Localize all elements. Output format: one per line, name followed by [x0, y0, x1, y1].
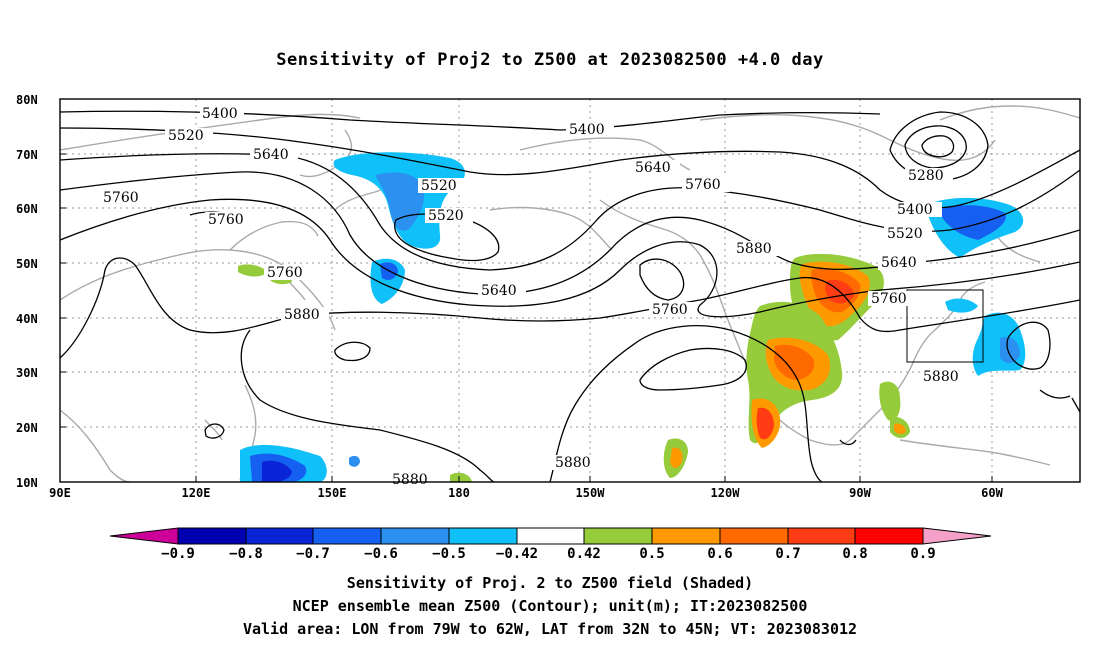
colorbar-swatch [312, 527, 382, 545]
lon-label: 150W [576, 486, 606, 500]
colorbar-label: −0.7 [296, 546, 330, 562]
colorbar-label: 0.6 [707, 546, 732, 562]
lat-label: 70N [16, 148, 38, 162]
contour-label: 5760 [267, 265, 303, 281]
lon-label: 60W [981, 486, 1003, 500]
lon-label: 90W [849, 486, 871, 500]
lat-label: 60N [16, 202, 38, 216]
latitude-labels: 80N 70N 60N 50N 40N 30N 20N 10N [16, 93, 38, 490]
footer-line-valid-area: Valid area: LON from 79W to 62W, LAT fro… [242, 620, 858, 638]
contour-label: 5880 [923, 369, 959, 385]
contour-label: 5640 [253, 147, 289, 163]
colorbar-swatch [854, 527, 924, 545]
lon-label: 180 [448, 486, 470, 500]
contour-labels: 5400 5520 5640 5760 5760 5520 5520 5760 … [100, 106, 968, 488]
contour-label: 5640 [635, 160, 671, 176]
contour-label: 5760 [652, 302, 688, 318]
colorbar-label: −0.8 [229, 546, 263, 562]
contour-label: 5400 [897, 202, 933, 218]
contour-label: 5640 [881, 255, 917, 271]
colorbar: −0.9 −0.8 −0.7 −0.6 −0.5 −0.42 0.42 0.5 … [109, 527, 992, 562]
colorbar-label: 0.9 [910, 546, 935, 562]
colorbar-swatch [583, 527, 653, 545]
colorbar-label: 0.42 [567, 546, 601, 562]
footer-line-contour: NCEP ensemble mean Z500 (Contour); unit(… [292, 597, 808, 615]
contour-label: 5880 [555, 455, 591, 471]
contour-label: 5880 [392, 472, 428, 488]
footer-line-shading: Sensitivity of Proj. 2 to Z500 field (Sh… [346, 574, 754, 592]
contour-label: 5520 [428, 208, 464, 224]
lat-label: 80N [16, 93, 38, 107]
contour-label: 5880 [284, 307, 320, 323]
contour-label: 5520 [887, 226, 923, 242]
colorbar-arrow-right [922, 527, 992, 545]
contour-label: 5760 [871, 291, 907, 307]
contour-label: 5520 [168, 128, 204, 144]
colorbar-swatch [719, 527, 789, 545]
lat-label: 30N [16, 366, 38, 380]
lon-label: 90E [49, 486, 71, 500]
lon-label: 120W [711, 486, 741, 500]
colorbar-label: 0.8 [842, 546, 867, 562]
longitude-labels: 90E 120E 150E 180 150W 120W 90W 60W [49, 486, 1003, 500]
negative-sensitivity-shading [240, 152, 1026, 482]
colorbar-swatch [245, 527, 314, 545]
colorbar-label: −0.9 [161, 546, 195, 562]
colorbar-swatch [787, 527, 856, 545]
colorbar-label: −0.5 [432, 546, 466, 562]
contour-label: 5880 [736, 241, 772, 257]
contour-label: 5760 [685, 177, 721, 193]
colorbar-label: 0.5 [639, 546, 664, 562]
colorbar-label: −0.42 [496, 546, 538, 562]
colorbar-swatch [448, 527, 518, 545]
lat-label: 40N [16, 312, 38, 326]
map-grid [60, 99, 1080, 482]
contour-label: 5280 [908, 168, 944, 184]
lat-label: 20N [16, 421, 38, 435]
lat-label: 50N [16, 257, 38, 271]
colorbar-swatch [651, 527, 721, 545]
lon-label: 120E [182, 486, 211, 500]
colorbar-label: 0.7 [775, 546, 800, 562]
colorbar-swatch [380, 527, 450, 545]
lat-label: 10N [16, 476, 38, 490]
axis-ticks [60, 98, 993, 482]
colorbar-swatch [177, 527, 247, 545]
valid-area-box [906, 289, 984, 363]
figure-title: Sensitivity of Proj2 to Z500 at 20230825… [276, 50, 824, 70]
colorbar-arrow-left [109, 527, 179, 545]
contour-label: 5400 [569, 122, 605, 138]
contour-label: 5520 [421, 178, 457, 194]
contour-label: 5760 [208, 212, 244, 228]
contour-label: 5760 [103, 190, 139, 206]
map-frame [59, 98, 1081, 483]
contour-label: 5400 [202, 106, 238, 122]
colorbar-label: −0.6 [364, 546, 398, 562]
lon-label: 150E [318, 486, 347, 500]
contour-label: 5640 [481, 283, 517, 299]
colorbar-swatch [516, 527, 585, 545]
